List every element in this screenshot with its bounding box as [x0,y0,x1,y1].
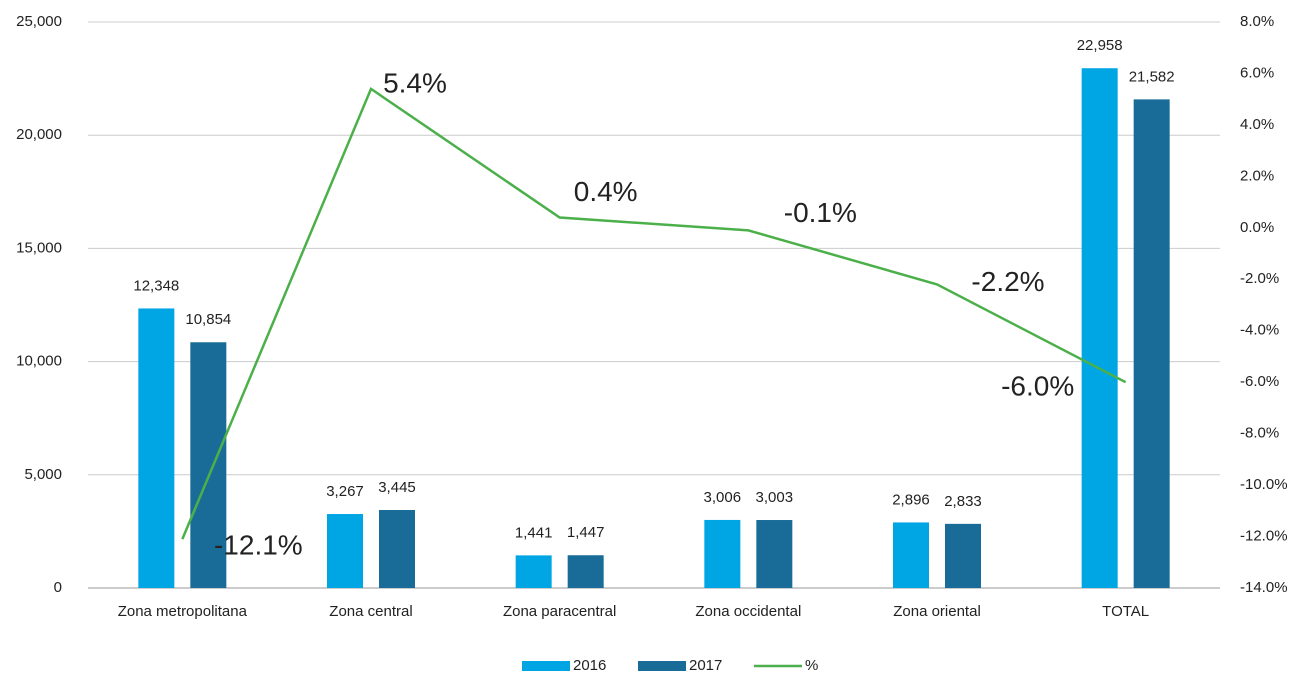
x-tick-label: Zona metropolitana [118,603,248,620]
bar-value-label: 12,348 [133,277,179,294]
y-tick-label: 10,000 [16,353,62,370]
x-tick-label: Zona oriental [893,603,981,620]
bar-value-label: 3,267 [326,483,364,500]
bar [893,522,929,588]
x-tick-label: TOTAL [1102,603,1149,620]
y2-tick-label: -14.0% [1240,579,1288,596]
bar-value-label: 2,896 [892,491,930,508]
bar [190,342,227,588]
bar [567,555,604,588]
bar-value-label: 22,958 [1077,37,1123,54]
line-value-label: -12.1% [214,530,303,561]
y-tick-label: 5,000 [24,466,62,483]
bar [1081,68,1118,588]
bar-value-label: 3,003 [756,489,794,506]
y2-tick-label: -10.0% [1240,476,1288,493]
y2-tick-label: 4.0% [1240,116,1274,133]
y2-tick-label: 8.0% [1240,13,1274,30]
legend-label: 2016 [573,657,606,674]
legend-label: 2017 [689,657,722,674]
bar-value-label: 10,854 [185,311,231,328]
line-value-label: -6.0% [1001,371,1074,402]
bar-value-label: 2,833 [944,493,982,510]
bar-value-label: 3,006 [704,489,742,506]
y-tick-label: 25,000 [16,13,62,30]
y2-tick-label: -12.0% [1240,528,1288,545]
x-tick-label: Zona paracentral [503,603,616,620]
y-tick-label: 0 [54,579,62,596]
bar-value-label: 3,445 [378,479,416,496]
y2-tick-label: -4.0% [1240,322,1279,339]
bar-value-label: 1,441 [515,524,553,541]
legend-swatch [522,661,570,671]
bar [138,308,175,588]
line [181,86,1127,540]
x-tick-label: Zona occidental [695,603,801,620]
y-tick-label: 15,000 [16,239,62,256]
bar [704,519,741,588]
bar-value-label: 1,447 [567,524,605,541]
legend-swatch [638,661,686,671]
bar-value-label: 21,582 [1129,68,1175,85]
bar [945,523,981,588]
y2-tick-label: -6.0% [1240,373,1279,390]
line-value-label: -2.2% [971,266,1044,297]
y2-tick-label: -2.0% [1240,270,1279,287]
bar [1133,99,1170,589]
line-value-label: 0.4% [574,176,638,207]
y2-tick-label: 6.0% [1240,64,1274,81]
bar [515,555,552,588]
line-value-label: 5.4% [383,67,447,98]
bar [379,510,415,588]
bar [327,514,363,588]
line-value-label: -0.1% [784,197,857,228]
legend-label: % [805,657,818,674]
y2-tick-label: -8.0% [1240,425,1279,442]
y2-tick-label: 0.0% [1240,219,1274,236]
bar [756,520,793,588]
y2-tick-label: 2.0% [1240,167,1274,184]
y-tick-label: 20,000 [16,126,62,143]
x-tick-label: Zona central [329,603,412,620]
